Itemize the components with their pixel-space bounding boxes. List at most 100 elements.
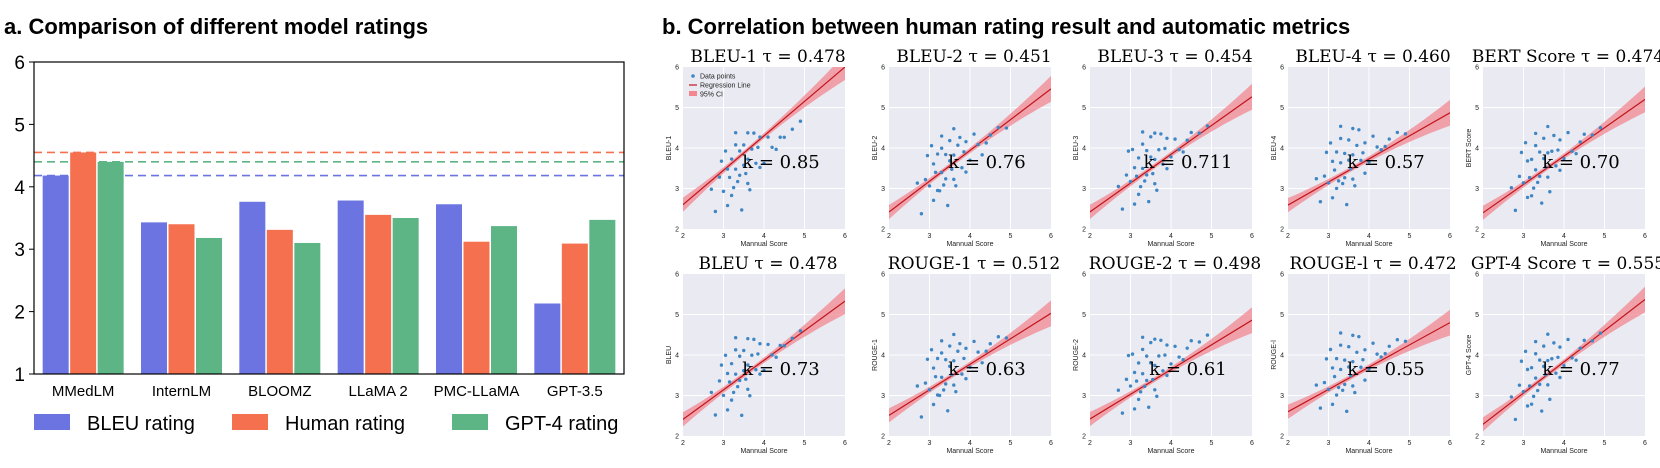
data-point <box>746 363 750 367</box>
data-point <box>1552 341 1556 345</box>
y-tick-label: 2 <box>1082 434 1086 441</box>
y-tick-label: 5 <box>1475 312 1479 319</box>
data-point <box>1513 208 1518 213</box>
data-point <box>931 402 936 407</box>
data-point <box>962 356 966 361</box>
data-point <box>1343 358 1347 362</box>
data-point <box>1535 388 1540 393</box>
bar <box>141 222 167 374</box>
x-axis-label: Mannual Score <box>740 241 787 248</box>
scatter-subplot: 2 3 4 5 6 2 3 4 5 6 Mannual Score ROUGE-1 ROUGE-1 τ … <box>872 254 1060 455</box>
data-point <box>1197 131 1202 135</box>
slope-annotation: k = 0.70 <box>1542 152 1620 173</box>
data-point <box>1136 397 1141 402</box>
x-tick-label: 5 <box>1408 440 1412 447</box>
data-point <box>1132 202 1137 206</box>
data-point <box>937 189 942 193</box>
data-point <box>931 162 936 166</box>
data-point <box>731 185 736 190</box>
data-point <box>719 159 724 163</box>
subplot-plot-area <box>889 75 1051 220</box>
data-point <box>925 153 930 158</box>
y-tick-label: 3 <box>1475 393 1479 400</box>
data-point <box>1205 333 1210 337</box>
bar <box>294 242 321 374</box>
ci-band <box>1483 286 1645 432</box>
data-point <box>733 143 738 147</box>
data-point <box>1142 179 1147 183</box>
data-point <box>1538 358 1542 362</box>
data-point <box>1136 361 1141 365</box>
data-point <box>1544 165 1548 169</box>
data-point <box>941 183 946 187</box>
data-point <box>1330 196 1335 200</box>
slope-annotation: k = 0.77 <box>1542 359 1620 380</box>
y-axis-label: ROUGE-2 <box>1073 339 1080 371</box>
y-tick-label: 3 <box>14 240 25 261</box>
data-point <box>1318 406 1323 410</box>
data-point <box>1165 373 1169 378</box>
data-point <box>1340 388 1345 392</box>
data-point <box>721 189 726 194</box>
ci-band <box>683 288 845 427</box>
x-tick-label: 3 <box>1522 440 1526 447</box>
y-tick-label: 5 <box>881 312 885 319</box>
data-point <box>729 193 734 198</box>
data-point <box>1338 331 1343 335</box>
data-point <box>1367 160 1371 164</box>
data-point <box>1379 355 1383 359</box>
data-point <box>1181 150 1185 154</box>
data-point <box>1126 353 1131 358</box>
y-tick-label: 4 <box>675 353 679 360</box>
x-tick-label: 2 <box>887 440 891 447</box>
data-point <box>1132 407 1137 411</box>
data-point <box>1349 167 1353 171</box>
data-point <box>774 147 778 152</box>
data-point <box>972 339 976 344</box>
data-point <box>1140 347 1145 352</box>
data-point <box>1145 173 1149 177</box>
data-point <box>1359 158 1363 163</box>
data-point <box>729 157 734 161</box>
data-point <box>1347 365 1351 369</box>
regression-line <box>683 300 845 420</box>
legend-marker <box>691 74 695 78</box>
data-point <box>1590 339 1595 343</box>
data-point <box>782 135 786 139</box>
data-point <box>1130 352 1135 356</box>
data-point <box>750 353 754 357</box>
y-tick-label: 3 <box>1475 186 1479 193</box>
data-point <box>1163 353 1167 357</box>
data-point <box>1527 175 1532 180</box>
data-point <box>1181 358 1185 362</box>
x-tick-label: 5 <box>1009 440 1013 447</box>
data-point <box>984 349 988 353</box>
scatter-subplot: 2 3 4 5 6 2 3 4 5 6 Mannual Score BLEU-2 BLEU-2 τ = … <box>872 47 1053 248</box>
data-point <box>1527 384 1532 388</box>
data-point <box>1519 359 1524 363</box>
x-axis-label: Mannual Score <box>1147 241 1194 248</box>
data-point <box>1347 138 1351 142</box>
y-tick-label: 6 <box>1082 272 1086 279</box>
data-point <box>1124 173 1129 177</box>
y-tick-label: 5 <box>675 105 679 112</box>
data-point <box>1548 397 1552 402</box>
legend-label: GPT-4 rating <box>505 413 618 435</box>
x-tick-label: 2 <box>681 440 685 447</box>
data-point <box>1330 159 1335 164</box>
data-point <box>725 408 730 412</box>
legend-swatch <box>232 414 268 430</box>
x-axis-label: Mannual Score <box>1345 241 1392 248</box>
data-point <box>1375 145 1379 149</box>
data-point <box>937 393 942 398</box>
data-point <box>1529 366 1534 370</box>
x-tick-label: 6 <box>1250 440 1254 447</box>
bar <box>70 152 97 374</box>
data-point <box>1343 175 1347 180</box>
y-tick-label: 6 <box>1082 65 1086 72</box>
data-point <box>960 166 964 170</box>
data-point <box>1165 343 1169 347</box>
data-point <box>1395 130 1400 135</box>
y-tick-label: 5 <box>1280 312 1284 319</box>
data-point <box>1558 345 1562 349</box>
